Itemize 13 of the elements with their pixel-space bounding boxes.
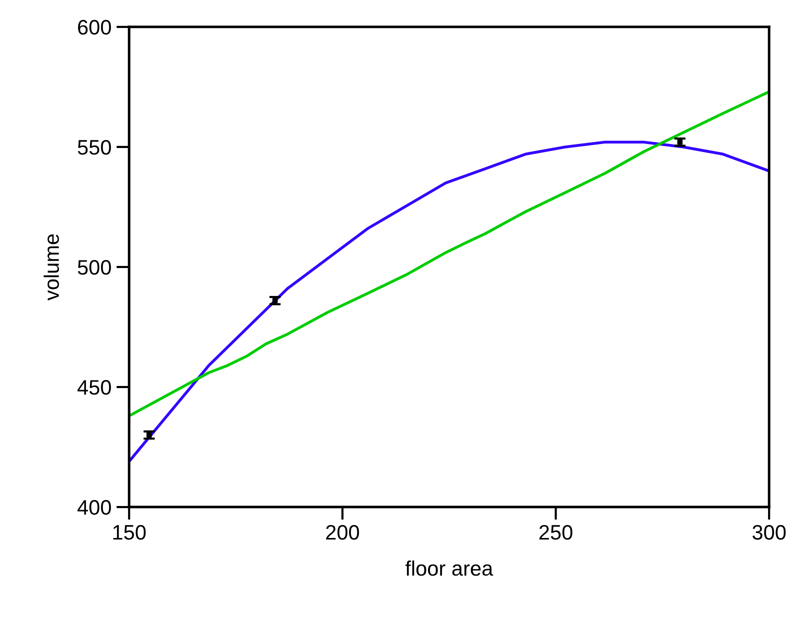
x-tick-label: 150 [113, 524, 146, 540]
y-tick-label: 450 [77, 380, 111, 395]
y-tick-label: 550 [78, 140, 111, 155]
y-tick-label: 600 [78, 20, 111, 35]
line-series [129, 140, 770, 463]
x-tick-label: 300 [752, 524, 786, 540]
x-axis-title: floor area [405, 560, 494, 576]
y-axis-title: volume [44, 234, 59, 300]
y-tick-label: 500 [78, 260, 111, 275]
line-series [129, 90, 770, 418]
x-tick-label: 200 [326, 524, 360, 540]
x-tick-label: 250 [539, 524, 572, 540]
y-tick-label: 400 [77, 500, 111, 515]
